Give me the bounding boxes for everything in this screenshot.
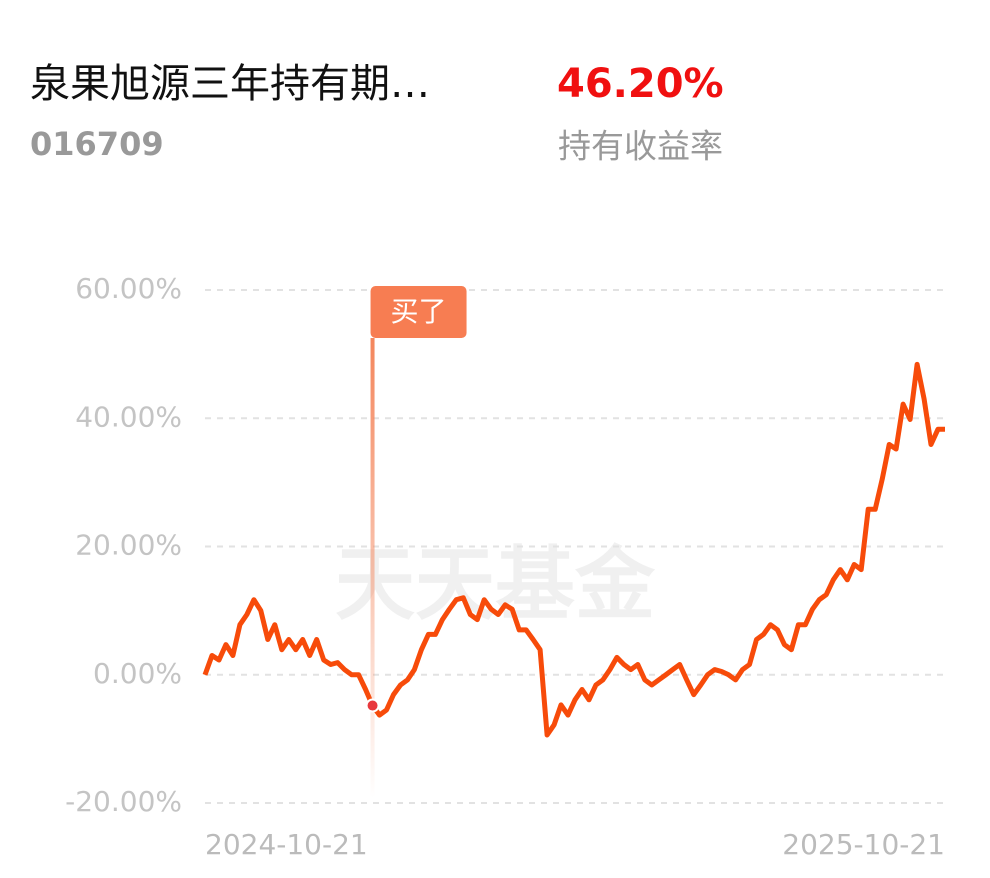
y-tick-label: 0.00%	[93, 657, 182, 690]
buy-point	[365, 698, 380, 713]
x-tick-label: 2024-10-21	[205, 828, 368, 861]
watermark: 天天基金	[335, 538, 656, 631]
buy-line	[370, 338, 375, 798]
return-value: 46.20%	[557, 61, 724, 107]
return-label: 持有收益率	[558, 127, 723, 166]
fund-name: 泉果旭源三年持有期…	[30, 61, 430, 107]
buy-tag	[370, 286, 467, 338]
y-tick-label: -20.00%	[65, 785, 182, 818]
line-series	[202, 361, 945, 738]
x-tick-label: 2025-10-21	[782, 828, 945, 861]
y-tick-label: 20.00%	[75, 529, 182, 562]
fund-code: 016709	[30, 125, 164, 163]
buy-tag-label: 买了	[391, 295, 447, 328]
y-tick-label: 40.00%	[75, 400, 182, 433]
y-tick-label: 60.00%	[75, 272, 182, 305]
